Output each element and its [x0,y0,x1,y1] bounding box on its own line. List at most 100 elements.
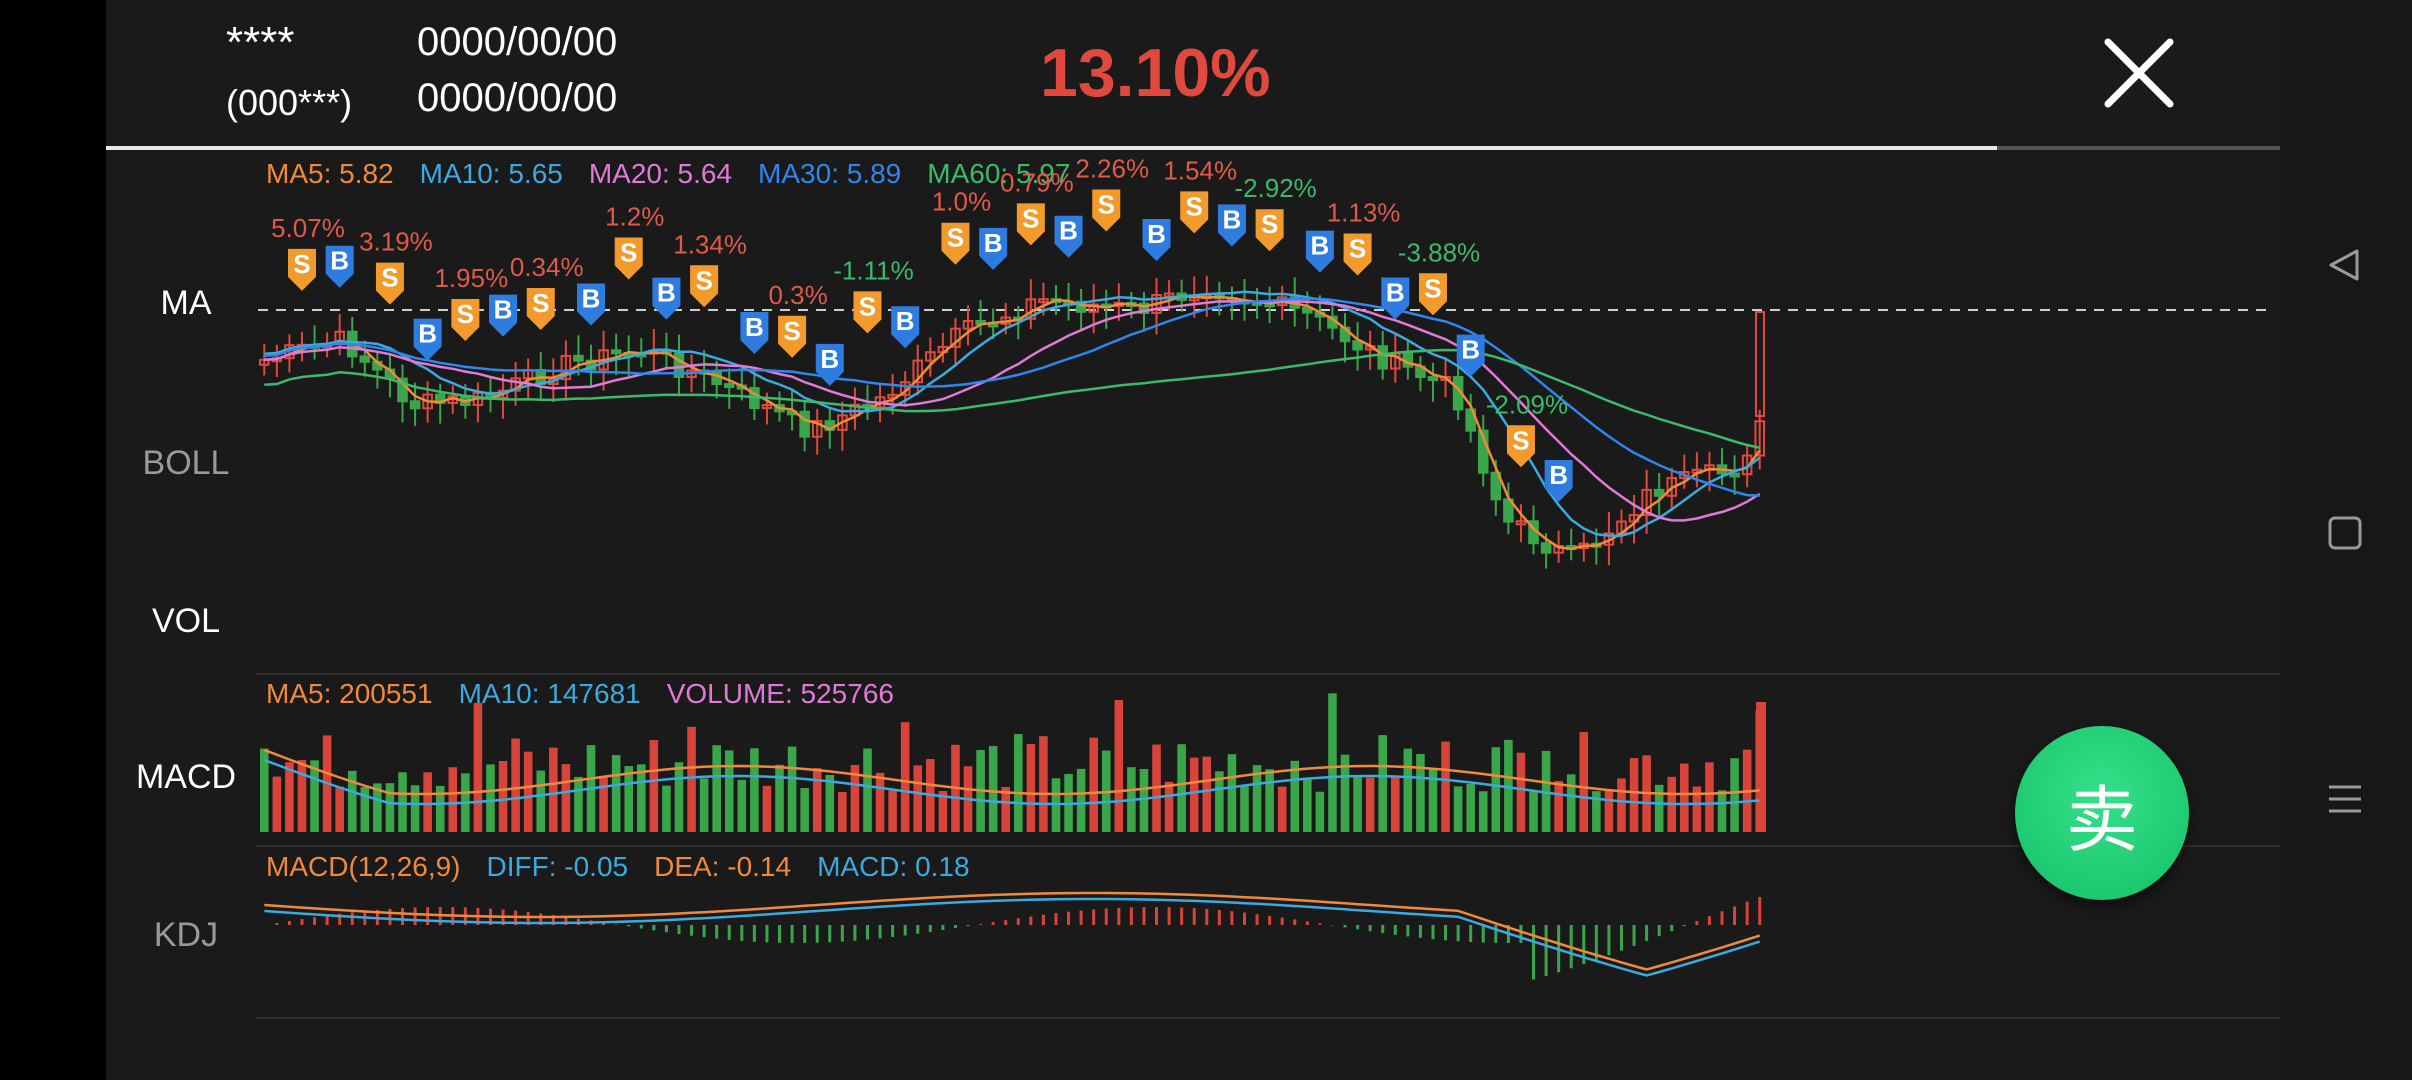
vol-legend-item: VOLUME: 525766 [666,678,894,709]
volume-bar [398,772,407,832]
ma20-line [264,299,1761,522]
volume-bar [1290,760,1300,832]
label-macd[interactable]: MACD [135,758,237,796]
volume-bar [536,770,546,832]
sell-marker-icon [941,222,970,265]
volume-bar [373,783,382,832]
marker-letter: S [1424,273,1441,303]
volume-bar [850,764,860,832]
trade-return-label: 0.79% [1000,167,1074,197]
candle-body [1755,311,1765,417]
volume-bar [1504,739,1513,832]
volume-bar [812,768,822,832]
volume-bar [662,785,671,832]
volume-bar [1416,753,1425,832]
progress-fill [106,146,1998,150]
volume-bar [762,785,772,832]
volume-bar [838,791,847,832]
volume-bar [1202,756,1212,832]
volume-bar [1692,786,1702,832]
volume-bar [473,702,483,832]
trade-return-label: -2.09% [1486,389,1568,419]
volume-bar [410,785,420,832]
volume-bar [737,779,747,832]
sell-button[interactable]: 卖 [2015,726,2189,900]
volume-bar [1014,734,1023,832]
volume-bar [1730,758,1739,832]
candle-body [1540,542,1552,554]
sell-marker-icon [526,287,555,330]
label-vol[interactable]: VOL [151,602,221,640]
marker-letter: S [1186,191,1203,221]
macd-legend-item: DIFF: -0.05 [486,851,629,882]
sell-marker-icon [1180,191,1209,234]
volume-bar [1139,768,1149,832]
square-home-icon[interactable] [2310,498,2380,568]
candle-body [1302,306,1313,314]
marker-letter: S [457,299,474,329]
buy-marker-icon [1142,218,1171,261]
candle-body [1653,488,1665,497]
close-icon[interactable] [2096,30,2182,116]
volume-bar [1654,784,1664,832]
label-boll[interactable]: BOLL [142,444,230,482]
ma30-line [264,297,1760,497]
trade-return-label: -1.11% [833,255,913,285]
marker-letter: S [947,223,964,253]
volume-bar [1001,786,1010,832]
marker-letter: B [1461,335,1480,365]
volume-bar [285,762,294,832]
volume-bar [1705,762,1714,832]
candle-body [560,354,572,381]
marker-letter: S [1349,233,1366,263]
volume-bar [310,760,319,832]
system-nav-bar [2280,0,2412,1080]
buy-marker-icon [1381,277,1410,320]
candle-body [1490,471,1502,501]
candle-body [723,383,735,389]
macd-legend: MACD(12,26,9) DIFF: -0.05 DEA: -0.14 MACD: … [266,851,970,883]
label-kdj[interactable]: KDJ [153,916,219,954]
volume-bar [486,764,495,832]
hamburger-menu-icon[interactable] [2310,764,2380,834]
volume-bar [1215,771,1224,832]
volume-bar [800,787,809,832]
marker-letter: B [582,284,601,314]
volume-bar [1441,741,1450,832]
trade-return-label: 3.19% [359,227,433,257]
vol-legend-item: MA5: 200551 [266,678,433,709]
volume-bar [825,774,835,832]
marker-letter: B [984,228,1003,258]
candle-body [1729,472,1740,478]
sell-marker-icon [1343,233,1372,276]
buy-marker-icon [489,294,518,337]
candle-body [1427,376,1439,382]
candle-body [359,355,371,363]
volume-bar [649,740,659,832]
volume-bar [787,746,797,832]
ma-legend-item: MA20: 5.64 [588,158,733,189]
volume-bar [599,776,608,832]
candle-body [1377,345,1389,370]
volume-bar [448,767,458,832]
volume-bar [272,776,282,832]
kline-chart[interactable]: S5.07%BS3.19%BS1.95%B S0.34%BS1.2%B S1.34%… [106,0,2280,1080]
triangle-back-icon[interactable] [2310,230,2380,300]
volume-bar [1189,757,1199,832]
label-ma[interactable]: MA [160,284,212,322]
sell-marker-icon [375,262,404,305]
volume-bar [900,722,910,832]
candle-body [1138,302,1150,314]
volume-bar [1529,791,1538,832]
marker-letter: B [820,344,839,374]
volume-bar [1265,769,1274,832]
trade-return-label: 1.13% [1327,197,1401,227]
sell-marker-icon [1418,273,1447,316]
candle-body [811,420,823,438]
marker-letter: B [1386,277,1405,307]
candle-body [1075,300,1087,313]
ma-legend-item: MA60: 5.97 [927,158,1071,189]
volume-bar [1164,781,1174,832]
candle-body [1754,420,1766,457]
ma-legend-item: MA30: 5.89 [758,158,902,189]
